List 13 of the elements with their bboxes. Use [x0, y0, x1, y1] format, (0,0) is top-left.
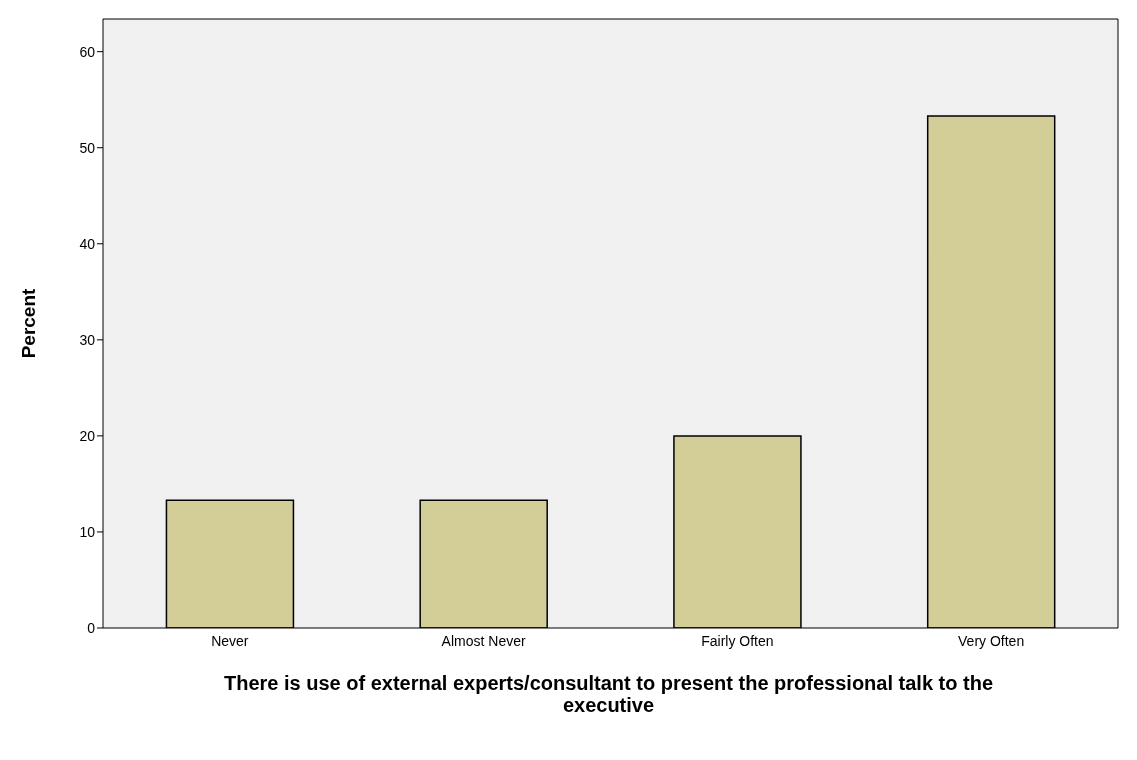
x-tick-label: Never [211, 632, 249, 649]
x-axis-title: There is use of external experts/consultant to present the professional talk to the executive [222, 672, 995, 716]
y-tick-label: 30 [79, 331, 96, 348]
y-tick-label: 60 [79, 43, 96, 60]
y-tick-label: 50 [79, 139, 96, 156]
y-tick-label: 20 [79, 427, 96, 444]
x-tick-label: Very Often [958, 632, 1025, 649]
y-axis-title: Percent [17, 287, 39, 359]
y-tick-label: 40 [79, 235, 96, 252]
x-tick-label: Fairly Often [701, 632, 774, 649]
y-tick-label: 0 [87, 619, 96, 636]
y-tick-label: 10 [79, 523, 96, 540]
x-tick-label: Almost Never [441, 632, 526, 649]
